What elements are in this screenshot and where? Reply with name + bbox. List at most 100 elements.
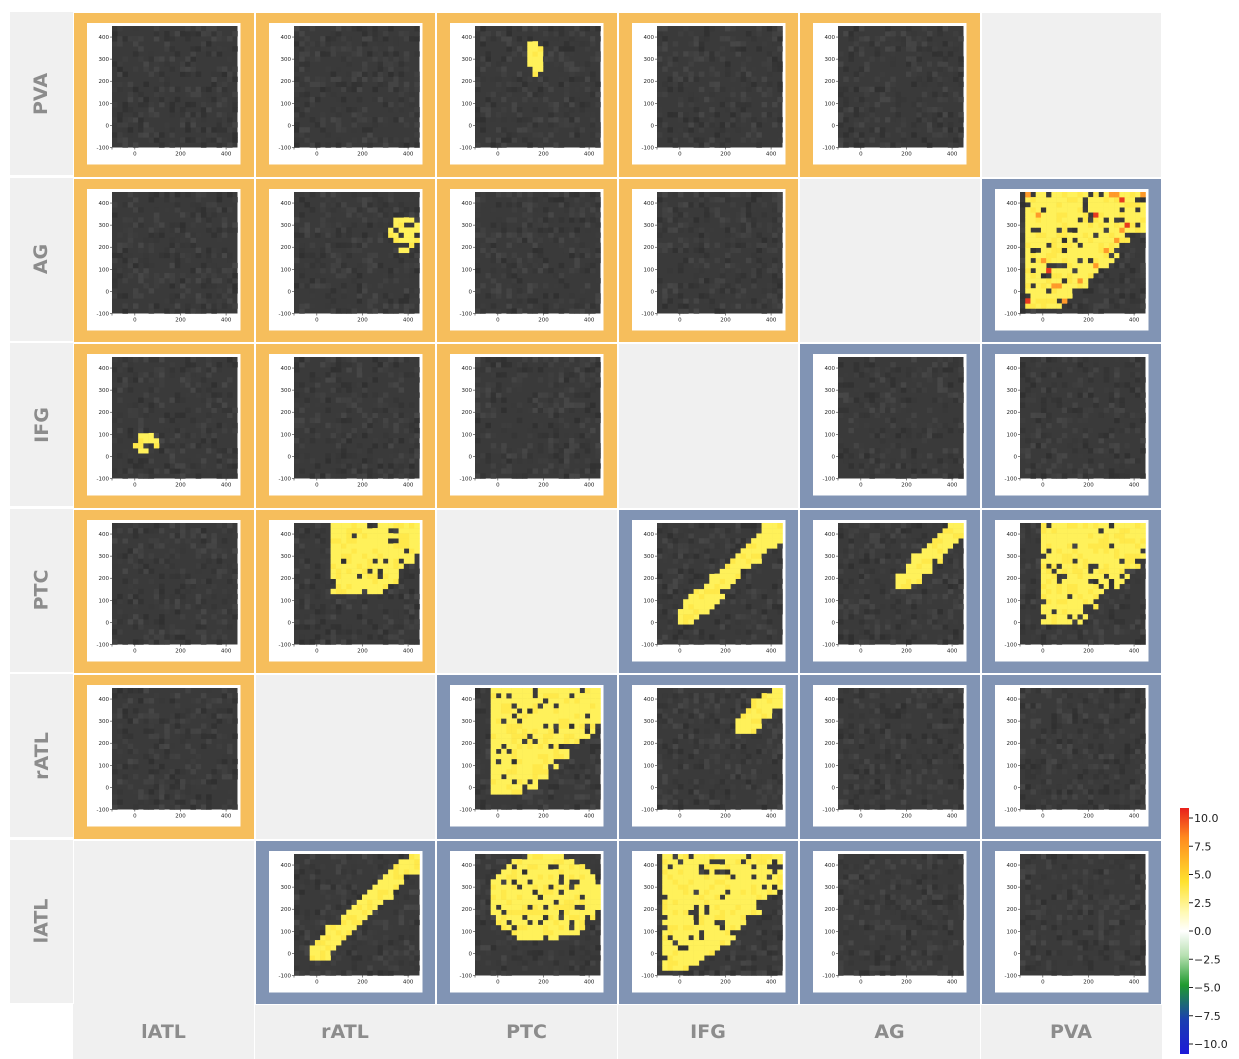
heatmap-pixel (900, 117, 907, 123)
grid-cell (73, 839, 255, 1005)
heatmap-pixel (1035, 302, 1041, 309)
heatmap-pixel (885, 86, 891, 93)
heatmap-pixel (377, 603, 383, 609)
heatmap-pixel (734, 41, 741, 47)
heatmap-pixel (190, 527, 196, 533)
heatmap-pixel (937, 66, 943, 72)
heatmap-pixel (490, 287, 497, 294)
heatmap-pixel (537, 448, 544, 454)
heatmap-pixel (858, 412, 865, 419)
heatmap-pixel (148, 453, 155, 459)
heatmap-pixel (698, 226, 704, 233)
heatmap-pixel (117, 532, 123, 538)
heatmap-pixel (724, 252, 731, 258)
heatmap-pixel (413, 417, 420, 424)
heatmap-pixel (1029, 232, 1036, 238)
heatmap-pixel (345, 267, 352, 273)
heatmap-pixel (874, 46, 881, 52)
heatmap-pixel (377, 397, 383, 403)
heatmap-pixel (480, 122, 486, 128)
heatmap-pixel (148, 51, 155, 57)
heatmap-pixel (595, 453, 601, 459)
heatmap-pixel (159, 613, 165, 619)
heatmap-pixel (330, 262, 336, 268)
heatmap-pixel (1129, 206, 1135, 213)
heatmap-pixel (495, 31, 502, 37)
heatmap-pixel (719, 216, 725, 223)
heatmap-pixel (221, 117, 228, 123)
heatmap-pixel (864, 412, 870, 419)
y-tick-label: 100 (825, 432, 836, 438)
heatmap-pixel (574, 432, 580, 439)
heatmap-pixel (1108, 427, 1114, 434)
heatmap-pixel (527, 468, 533, 474)
heatmap-pixel (885, 41, 891, 47)
heatmap-pixel (1087, 387, 1094, 393)
heatmap-pixel (138, 206, 144, 213)
heatmap-pixel (356, 26, 362, 32)
heatmap-pixel (761, 91, 767, 98)
heatmap-pixel (143, 568, 149, 574)
heatmap-pixel (590, 357, 596, 363)
heatmap-pixel (926, 377, 933, 383)
heatmap-pixel (143, 372, 149, 378)
heatmap-pixel (490, 448, 497, 454)
heatmap-pixel (942, 41, 949, 47)
heatmap-pixel (766, 61, 772, 67)
heatmap-pixel (371, 443, 378, 449)
heatmap-pixel (371, 583, 378, 589)
heatmap-pixel (869, 458, 875, 464)
heatmap-pixel (563, 463, 570, 469)
heatmap-pixel (1040, 242, 1046, 248)
y-tick-label: 0 (287, 289, 291, 295)
heatmap-pixel (366, 422, 373, 429)
heatmap-pixel (1097, 252, 1104, 258)
heatmap-pixel (356, 552, 362, 559)
heatmap-pixel (382, 211, 388, 218)
heatmap-pixel (879, 56, 886, 62)
heatmap-pixel (1029, 392, 1036, 398)
heatmap-pixel (335, 417, 341, 424)
heatmap-pixel (558, 107, 565, 113)
heatmap-pixel (766, 247, 772, 253)
heatmap-pixel (1035, 232, 1041, 238)
heatmap-pixel (185, 372, 191, 378)
heatmap-pixel (382, 81, 388, 88)
heatmap-pixel (548, 438, 554, 444)
heatmap-pixel (345, 432, 352, 439)
heatmap-pixel (1092, 262, 1099, 268)
heatmap-pixel (314, 226, 320, 233)
heatmap-pixel (1029, 463, 1036, 469)
heatmap-pixel (740, 206, 746, 213)
heatmap-pixel (1134, 392, 1141, 398)
heatmap-pixel (127, 377, 134, 383)
heatmap-pixel (1040, 397, 1046, 403)
heatmap-pixel (490, 101, 497, 108)
heatmap-pixel (677, 112, 683, 118)
heatmap-pixel (1108, 252, 1114, 258)
heatmap-pixel (398, 101, 404, 108)
heatmap-pixel (574, 473, 580, 479)
heatmap-pixel (776, 226, 783, 233)
heatmap-pixel (366, 618, 373, 625)
heatmap-pixel (200, 112, 207, 118)
heatmap-pixel (1035, 412, 1041, 419)
heatmap-pixel (1113, 302, 1120, 309)
heatmap-pixel (947, 453, 954, 459)
heatmap-pixel (392, 362, 399, 368)
heatmap-pixel (958, 81, 964, 88)
heatmap-pixel (371, 297, 378, 304)
heatmap-pixel (392, 36, 399, 42)
heatmap-pixel (408, 101, 415, 108)
heatmap-pixel (853, 31, 860, 37)
heatmap-pixel (553, 107, 559, 113)
heatmap-pixel (179, 598, 186, 604)
heatmap-pixel (190, 221, 196, 228)
heatmap-pixel (1019, 367, 1026, 373)
heatmap-pixel (211, 542, 217, 549)
heatmap-pixel (361, 367, 368, 373)
heatmap-pixel (227, 272, 233, 278)
heatmap-pixel (719, 302, 725, 309)
heatmap-pixel (377, 458, 383, 464)
heatmap-pixel (516, 76, 523, 82)
